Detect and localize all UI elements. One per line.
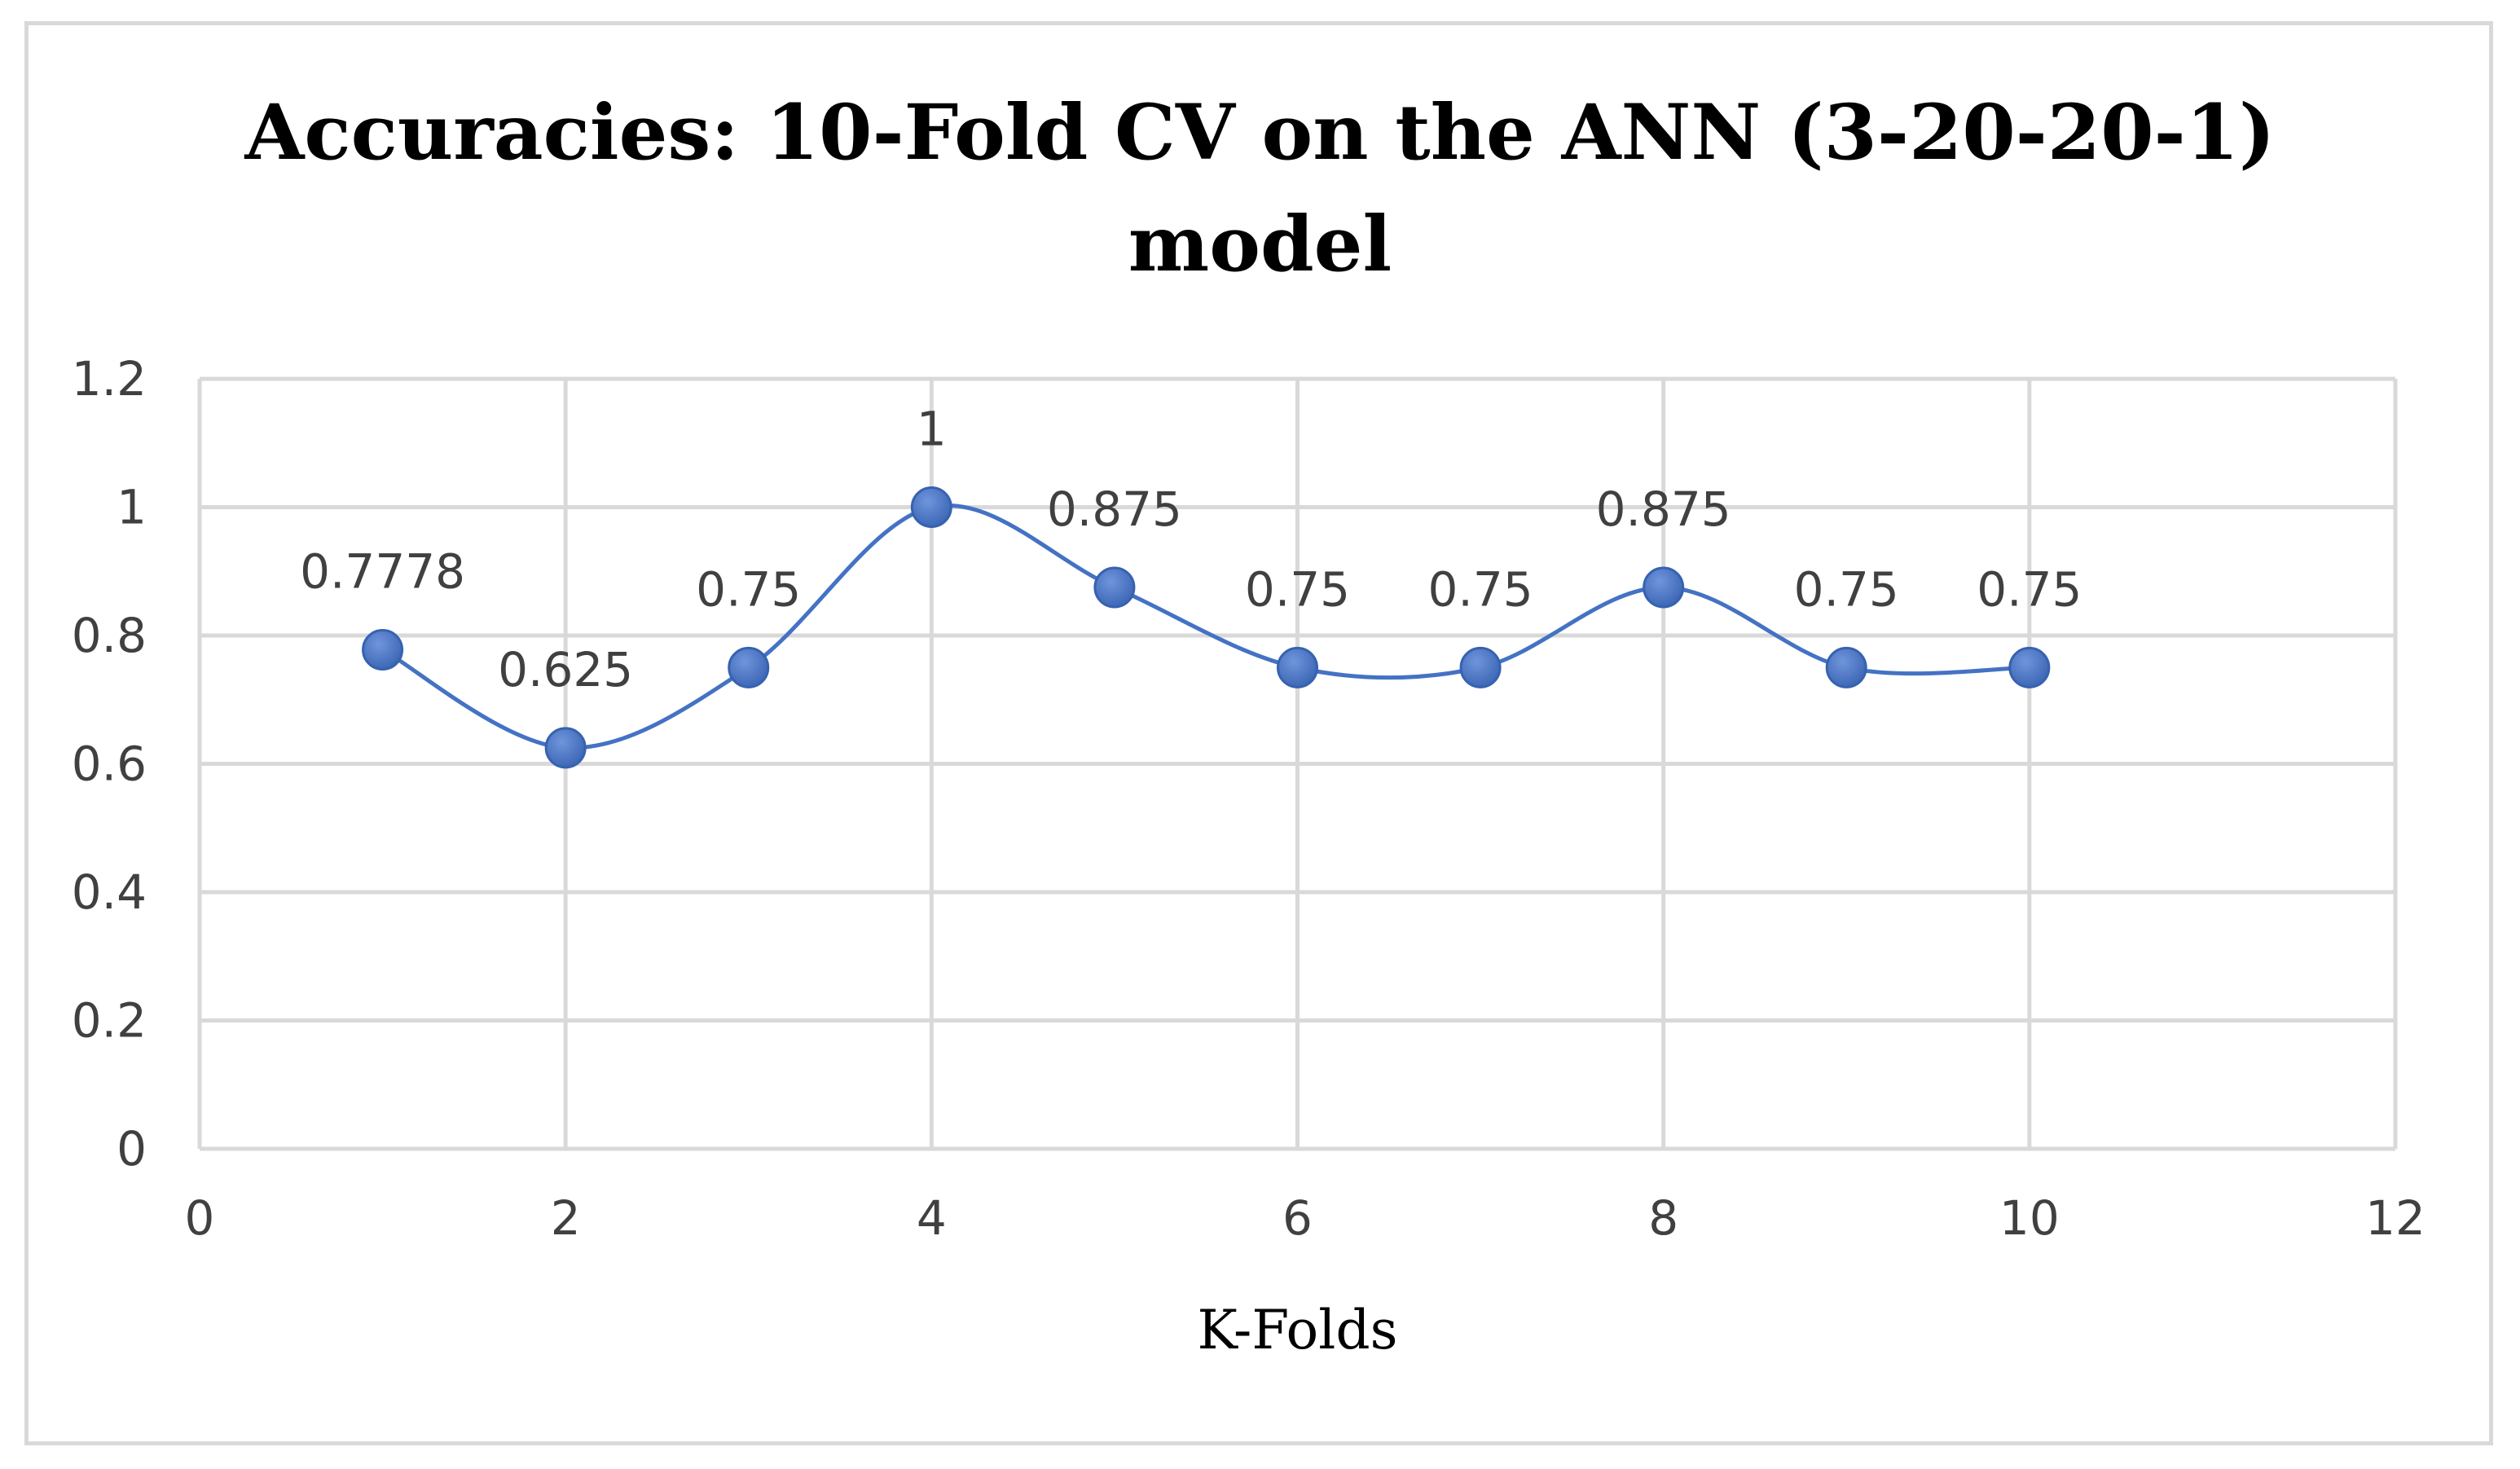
line-layer [381, 504, 2030, 750]
x-tick-label: 10 [1999, 1190, 2060, 1246]
chart-frame [24, 21, 2493, 1445]
data-point [1825, 646, 1867, 688]
x-tick-label: 6 [1282, 1190, 1313, 1246]
data-point [362, 628, 404, 671]
x-tick-label: 0 [185, 1190, 215, 1246]
y-tick-label: 0.2 [72, 993, 147, 1049]
data-label: 0.75 [1794, 561, 1899, 617]
y-tick-label: 0.4 [72, 864, 147, 920]
series-line [381, 504, 2030, 750]
data-label: 0.75 [696, 561, 801, 617]
x-tick-label: 8 [1648, 1190, 1678, 1246]
label-layer: 0.7778 0.625 0.75 1 0.875 0.75 0.75 0.875 0.75 0.… [300, 402, 2082, 697]
x-tick-label: 12 [2365, 1190, 2425, 1246]
y-tick-label: 0.6 [72, 737, 147, 792]
y-tick-label: 0 [117, 1121, 147, 1177]
x-tick-label: 2 [551, 1190, 581, 1246]
y-tick-label: 1.2 [72, 351, 147, 407]
y-tick-label: 1 [117, 480, 147, 535]
data-point [910, 486, 952, 528]
data-point [1459, 646, 1502, 688]
x-axis-title: K-Folds [1198, 1299, 1398, 1361]
data-label: 0.875 [1047, 482, 1182, 537]
data-point [2008, 646, 2051, 688]
data-label: 0.75 [1428, 561, 1533, 617]
data-point [544, 727, 587, 769]
axis-layer: 0 0.2 0.4 0.6 0.8 1 1.2 0 2 4 6 8 10 12 [72, 351, 2425, 1246]
x-tick-label: 4 [917, 1190, 947, 1246]
data-label: 0.875 [1596, 482, 1731, 537]
data-label: 0.75 [1245, 561, 1350, 617]
y-tick-label: 0.8 [72, 608, 147, 663]
data-label: 1 [917, 402, 947, 457]
data-label: 0.75 [1977, 561, 2082, 617]
data-point [728, 646, 770, 688]
grid-layer [197, 376, 2398, 1151]
point-layer [362, 486, 2051, 769]
data-point [1277, 646, 1318, 688]
data-label: 0.7778 [300, 543, 465, 599]
data-point [1093, 566, 1136, 609]
data-label: 0.625 [498, 642, 633, 697]
data-point [1643, 566, 1685, 609]
